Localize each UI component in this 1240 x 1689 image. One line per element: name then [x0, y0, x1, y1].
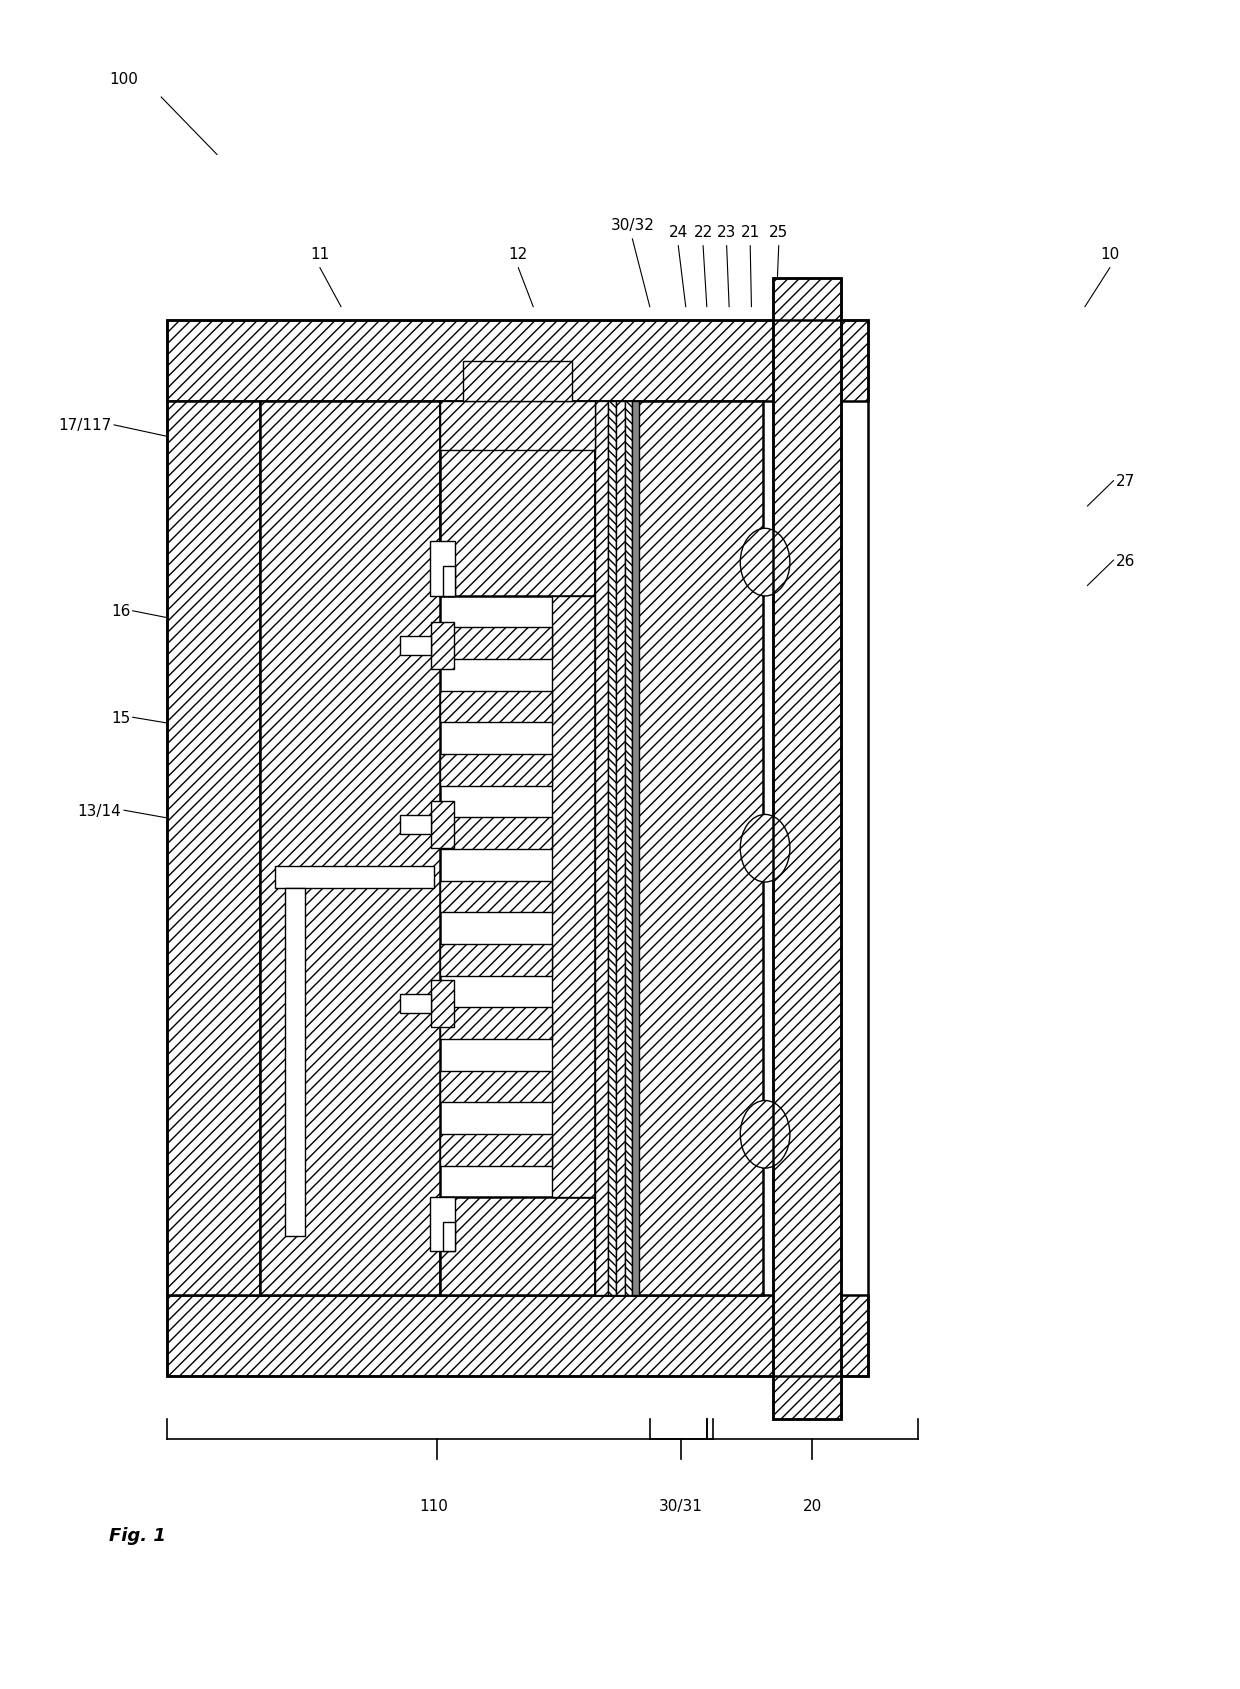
- Text: 30/31: 30/31: [658, 1498, 703, 1513]
- Text: 15: 15: [110, 711, 130, 725]
- Bar: [440, 1135, 552, 1165]
- Bar: [167, 321, 868, 402]
- Text: 13/14: 13/14: [78, 804, 122, 817]
- Text: 12: 12: [508, 247, 528, 262]
- Bar: [552, 596, 595, 1198]
- Bar: [440, 882, 552, 912]
- Text: 26: 26: [1116, 554, 1136, 568]
- Bar: [167, 402, 260, 1295]
- Bar: [625, 402, 632, 1295]
- Bar: [432, 802, 454, 848]
- Bar: [432, 623, 454, 671]
- Text: 30/32: 30/32: [610, 218, 655, 233]
- Bar: [763, 831, 777, 868]
- Bar: [758, 1116, 773, 1154]
- Bar: [260, 402, 440, 1295]
- Circle shape: [740, 1101, 790, 1169]
- Circle shape: [740, 529, 790, 596]
- Bar: [440, 691, 552, 723]
- Bar: [440, 944, 552, 976]
- Bar: [763, 544, 777, 581]
- Bar: [167, 1295, 868, 1377]
- Bar: [440, 628, 552, 659]
- Bar: [440, 1071, 552, 1103]
- Bar: [773, 279, 841, 1419]
- Bar: [401, 995, 432, 1013]
- Bar: [275, 866, 434, 888]
- Circle shape: [740, 816, 790, 882]
- Bar: [464, 361, 572, 402]
- Bar: [401, 637, 432, 655]
- Text: 24: 24: [668, 225, 688, 240]
- Text: 110: 110: [419, 1498, 449, 1513]
- Bar: [608, 402, 616, 1295]
- Bar: [616, 402, 625, 1295]
- Bar: [401, 816, 432, 834]
- Text: 21: 21: [740, 225, 760, 240]
- Bar: [758, 544, 773, 581]
- Bar: [440, 1198, 595, 1295]
- Text: 23: 23: [717, 225, 737, 240]
- Bar: [285, 888, 305, 1236]
- Text: 16: 16: [110, 605, 130, 618]
- Text: 10: 10: [1100, 247, 1120, 262]
- Text: 20: 20: [802, 1498, 822, 1513]
- Bar: [440, 817, 552, 850]
- Bar: [595, 402, 608, 1295]
- Bar: [440, 1008, 552, 1039]
- Bar: [443, 566, 455, 596]
- Bar: [440, 402, 595, 596]
- Bar: [440, 755, 552, 785]
- Text: 25: 25: [769, 225, 789, 240]
- Bar: [440, 402, 595, 451]
- Text: 27: 27: [1116, 475, 1136, 488]
- Bar: [443, 1221, 455, 1252]
- Bar: [432, 980, 454, 1027]
- Bar: [758, 831, 773, 868]
- Text: 100: 100: [109, 73, 138, 88]
- Bar: [595, 402, 763, 1295]
- Bar: [632, 402, 639, 1295]
- Text: 17/117: 17/117: [58, 419, 112, 432]
- Bar: [430, 1198, 455, 1252]
- Text: 11: 11: [310, 247, 330, 262]
- Text: 22: 22: [693, 225, 713, 240]
- Bar: [763, 1116, 777, 1154]
- Text: Fig. 1: Fig. 1: [109, 1527, 166, 1544]
- Bar: [430, 542, 455, 596]
